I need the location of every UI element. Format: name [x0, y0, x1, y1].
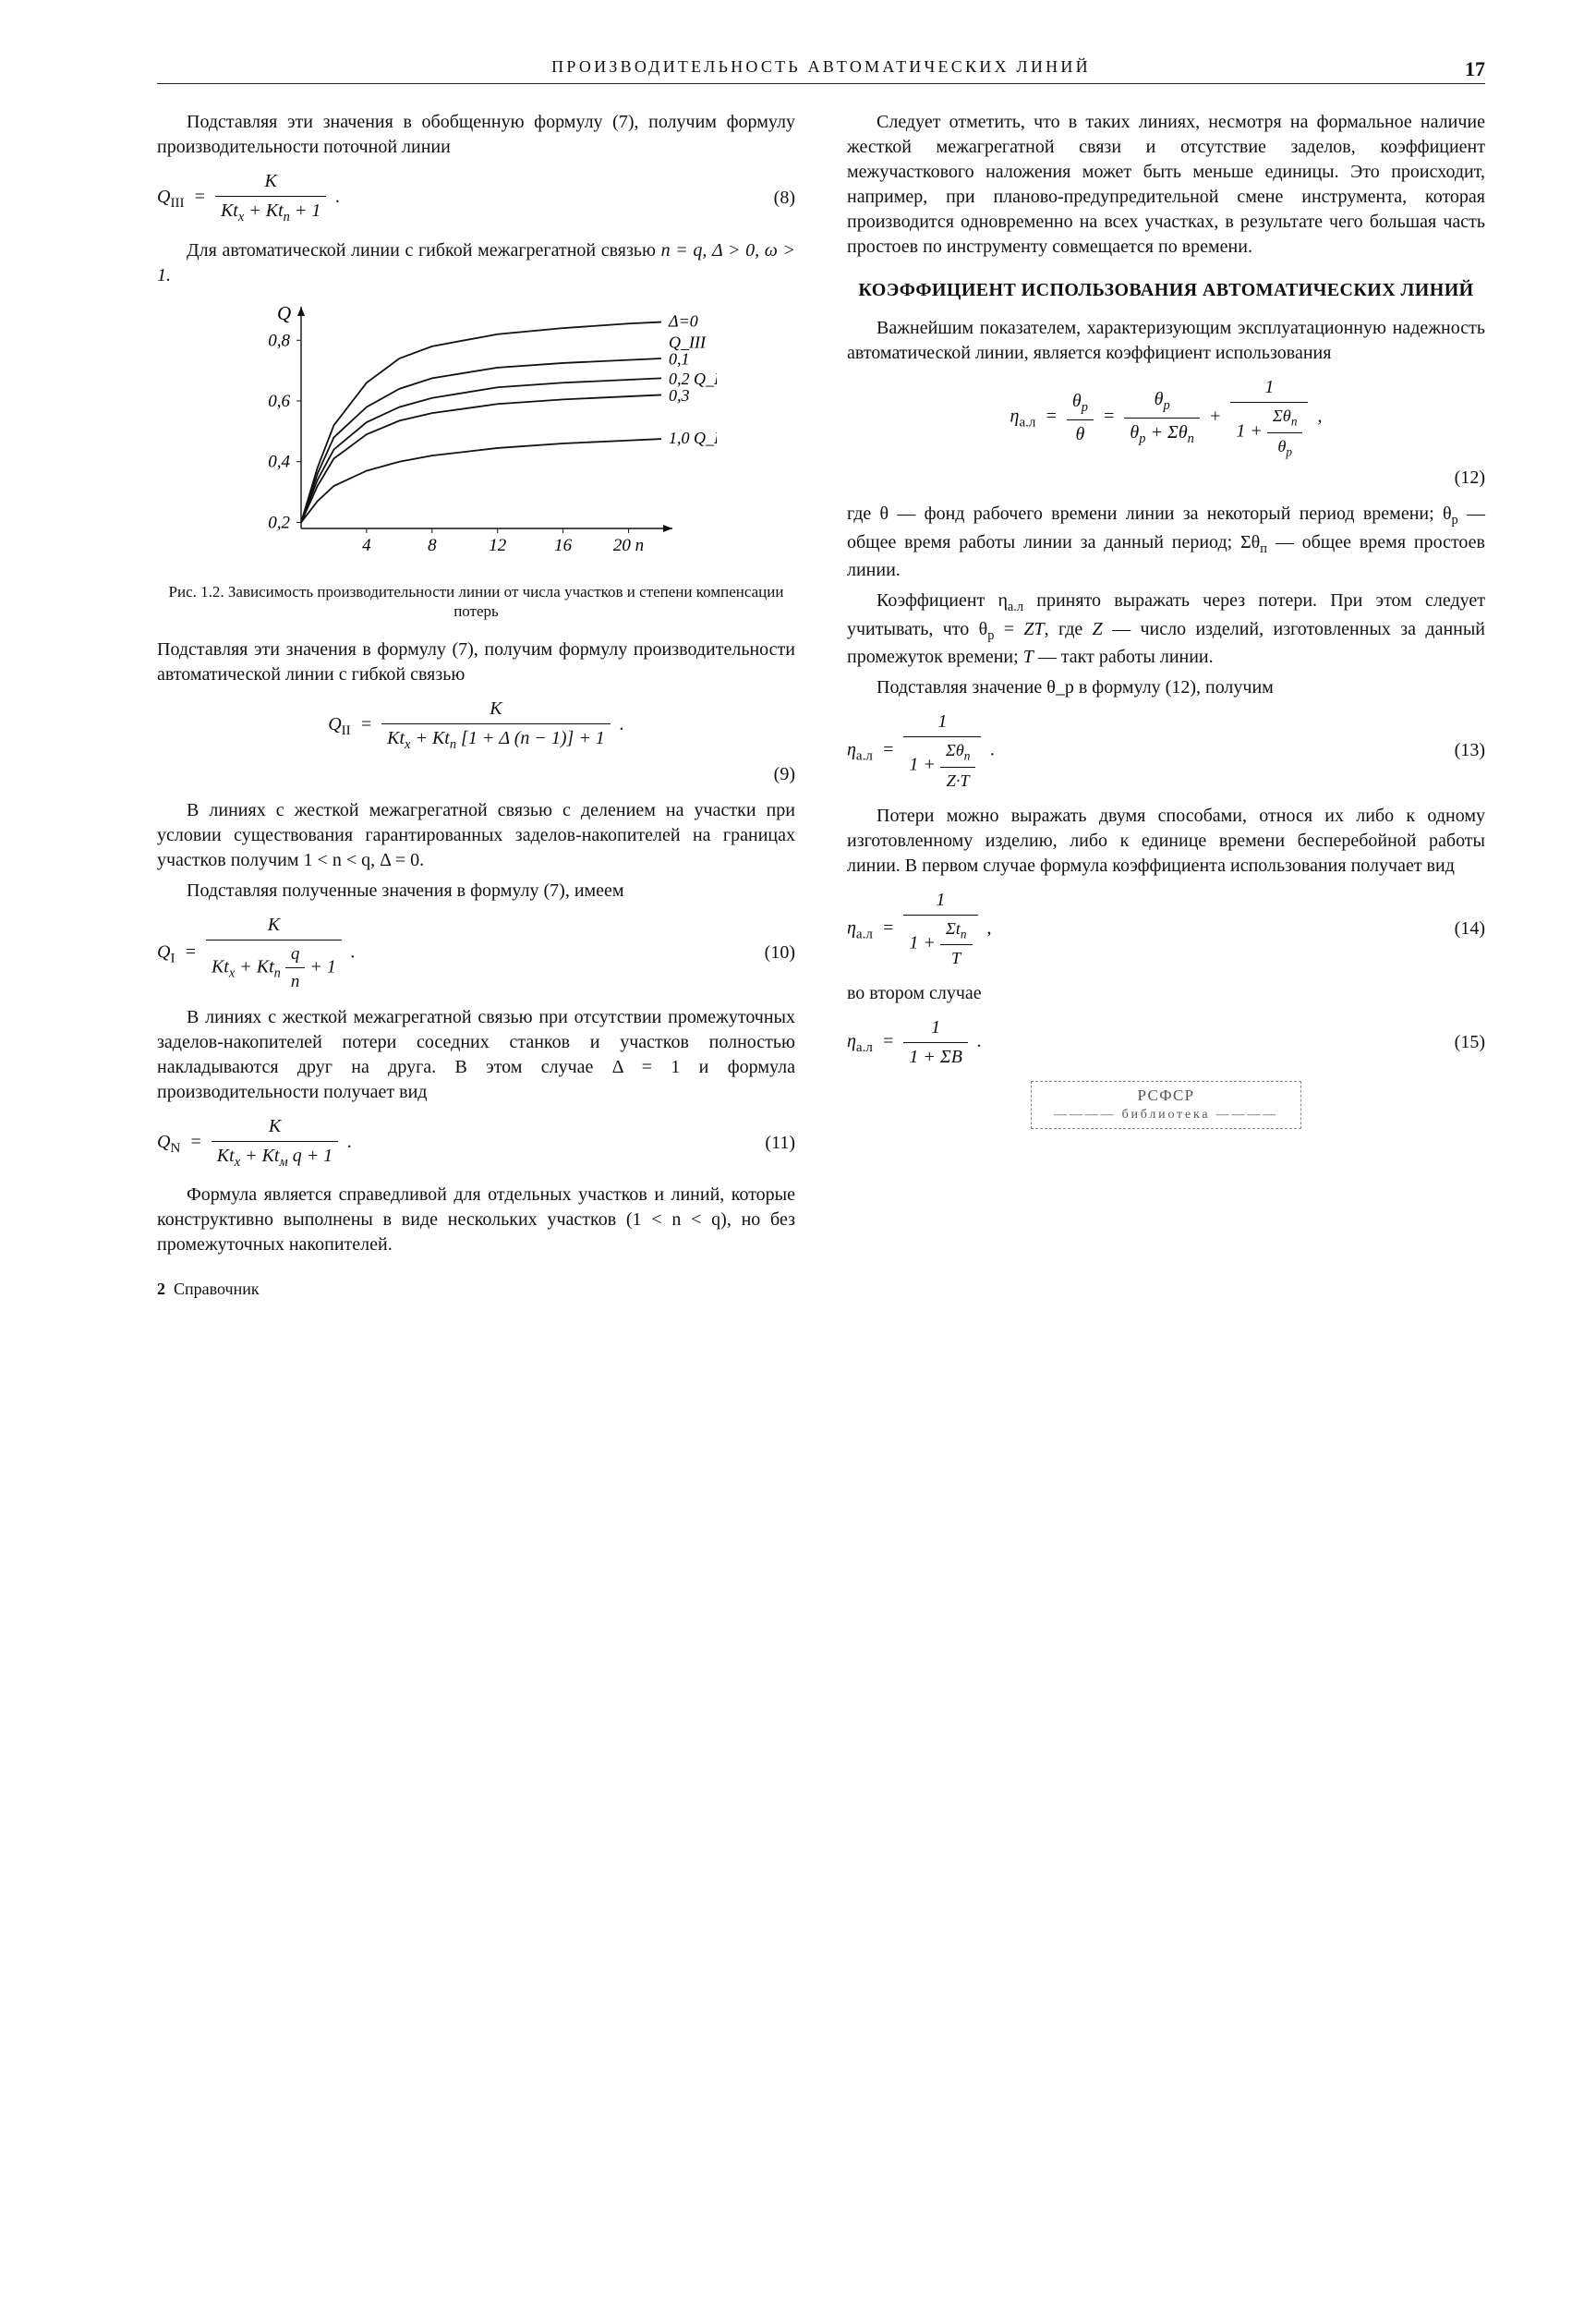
- svg-text:0,6: 0,6: [268, 392, 290, 411]
- right-p3: где θ — фонд рабочего времени линии за н…: [847, 502, 1485, 583]
- right-p4: Коэффициент ηа.л принято выражать через …: [847, 589, 1485, 670]
- left-p2: Для автоматической линии с гибкой межагр…: [157, 238, 795, 288]
- left-p7: Формула является справедливой для отдель…: [157, 1183, 795, 1257]
- svg-text:8: 8: [428, 536, 437, 555]
- left-column: Подставляя эти значения в обобщенную фор…: [157, 110, 795, 1300]
- header-rule: [157, 83, 1485, 84]
- svg-text:0,2: 0,2: [268, 513, 290, 532]
- svg-text:Q: Q: [277, 302, 291, 324]
- svg-text:1,0 Q_I: 1,0 Q_I: [669, 429, 717, 447]
- right-p6: Потери можно выражать двумя способами, о…: [847, 804, 1485, 879]
- eq-14-label: (14): [1436, 916, 1485, 941]
- eq-10-label: (10): [746, 941, 795, 965]
- right-p7: во втором случае: [847, 981, 1485, 1006]
- svg-text:0,4: 0,4: [268, 452, 290, 471]
- figure-1-2-caption: Рис. 1.2. Зависимость производительности…: [157, 582, 795, 622]
- equation-12: ηа.л = θр θ = θр θр + Σθп + 1 1 +: [847, 375, 1485, 460]
- svg-text:12: 12: [489, 536, 507, 555]
- left-p1: Подставляя эти значения в обобщенную фор…: [157, 110, 795, 160]
- equation-14: ηа.л = 1 1 + Σtп T , (14): [847, 888, 1485, 970]
- left-p3: Подставляя эти значения в формулу (7), п…: [157, 637, 795, 687]
- svg-text:0,8: 0,8: [268, 331, 290, 350]
- left-p5: Подставляя полученные значения в формулу…: [157, 879, 795, 904]
- equation-11: QN = K Ktx + Ktм q + 1 . (11): [157, 1114, 795, 1171]
- right-p1: Следует отметить, что в таких линиях, не…: [847, 110, 1485, 260]
- svg-text:16: 16: [554, 536, 573, 555]
- equation-9-label-row: (9): [157, 762, 795, 787]
- svg-text:20 n: 20 n: [612, 536, 643, 555]
- equation-8: QIII = K Ktx + Ktп + 1 . (8): [157, 169, 795, 226]
- left-p6: В линиях с жесткой межагрегатной связью …: [157, 1005, 795, 1105]
- section-heading: КОЭФФИЦИЕНТ ИСПОЛЬЗОВАНИЯ АВТОМАТИЧЕСКИХ…: [847, 278, 1485, 303]
- right-column: Следует отметить, что в таких линиях, не…: [847, 110, 1485, 1300]
- eq-8-label: (8): [756, 186, 795, 211]
- eq-15-label: (15): [1436, 1030, 1485, 1055]
- two-column-layout: Подставляя эти значения в обобщенную фор…: [157, 110, 1485, 1300]
- svg-text:0,3: 0,3: [669, 386, 690, 405]
- svg-text:0,1: 0,1: [669, 349, 690, 368]
- library-stamp: РСФСР ———— библиотека ————: [847, 1081, 1485, 1129]
- right-p2: Важнейшим показателем, характеризующим э…: [847, 316, 1485, 366]
- equation-15: ηа.л = 1 1 + ΣB . (15): [847, 1015, 1485, 1070]
- running-head: ПРОИЗВОДИТЕЛЬНОСТЬ АВТОМАТИЧЕСКИХ ЛИНИЙ: [157, 55, 1485, 78]
- svg-text:0,2 Q_II: 0,2 Q_II: [669, 370, 717, 388]
- equation-13: ηа.л = 1 1 + Σθп Z·T . (13): [847, 710, 1485, 792]
- svg-text:Q_III: Q_III: [669, 333, 707, 351]
- equation-12-label-row: (12): [847, 466, 1485, 491]
- svg-text:Δ=0: Δ=0: [668, 311, 698, 330]
- equation-9: QII = K Ktx + Ktп [1 + Δ (n − 1)] + 1 .: [157, 697, 795, 754]
- right-p5: Подставляя значение θ_р в формулу (12), …: [847, 675, 1485, 700]
- eq-11-label: (11): [746, 1131, 795, 1156]
- svg-text:4: 4: [362, 536, 371, 555]
- sheet-signature: 2 2 СправочникСправочник: [157, 1278, 795, 1300]
- figure-1-2-chart: 0,2 0,4 0,6 0,8 4 8 12 16 20 n Q Δ=0 Q_III0,1 0,2 Q_…: [236, 297, 717, 575]
- eq-13-label: (13): [1436, 738, 1485, 763]
- left-p4: В линиях с жесткой межагрегатной связью …: [157, 798, 795, 873]
- equation-10: QI = K Ktx + Ktп q n + 1 . (10): [157, 913, 795, 994]
- page-number: 17: [1465, 55, 1485, 83]
